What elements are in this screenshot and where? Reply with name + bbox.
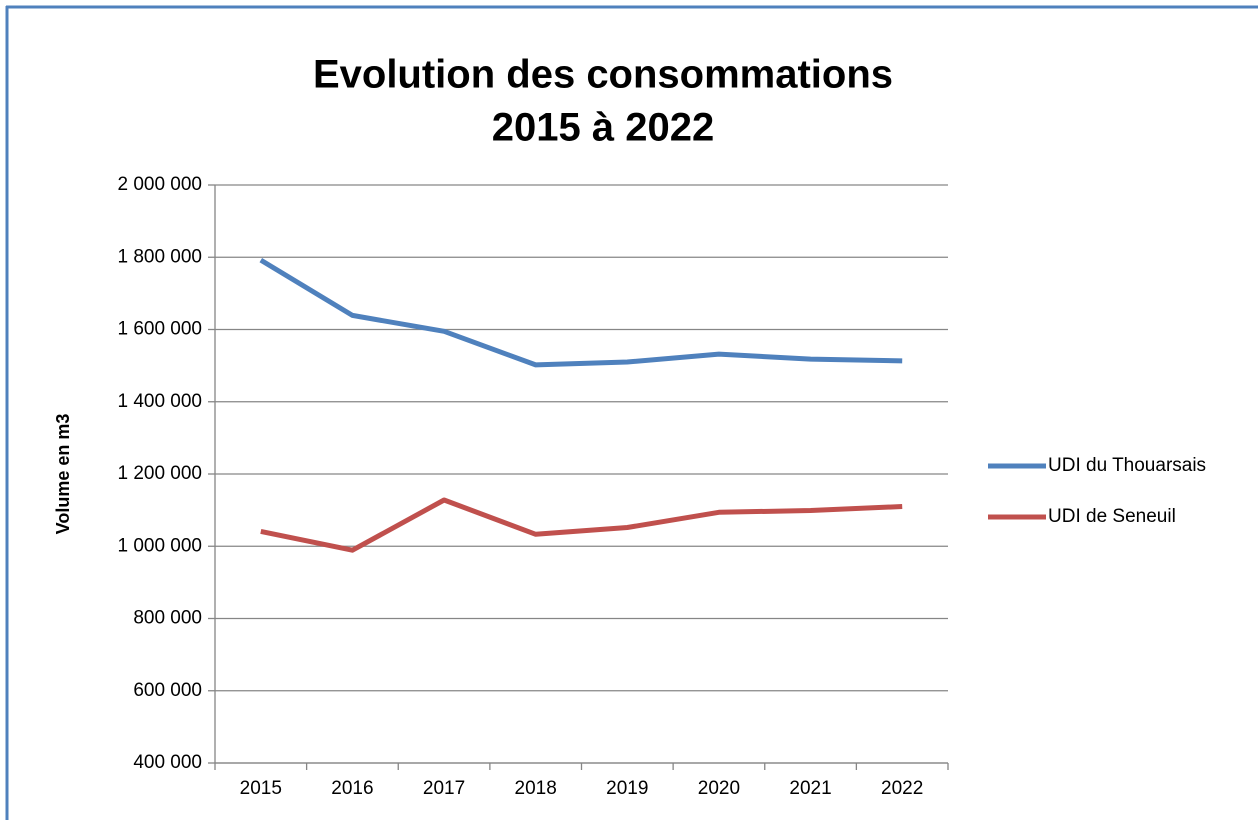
x-tick-label: 2021	[789, 778, 831, 799]
series-line	[260, 497, 903, 553]
y-tick-label: 600 000	[133, 680, 202, 701]
x-tick-label: 2022	[881, 778, 923, 799]
x-tick-label: 2016	[331, 778, 373, 799]
chart-title: Evolution des consommations	[313, 53, 893, 97]
x-tick-label: 2020	[698, 778, 740, 799]
legend-label: UDI du Thouarsais	[1048, 455, 1206, 476]
legend-label: UDI de Seneuil	[1048, 506, 1176, 527]
x-tick-label: 2018	[515, 778, 557, 799]
y-tick-label: 1 000 000	[117, 535, 202, 556]
y-tick-label: 1 800 000	[117, 246, 202, 267]
y-tick-label: 1 600 000	[117, 319, 202, 340]
series-line	[259, 257, 903, 368]
x-tick-label: 2019	[606, 778, 648, 799]
y-tick-label: 1 200 000	[117, 463, 202, 484]
y-axis-label: Volume en m3	[53, 414, 73, 535]
y-tick-label: 1 400 000	[117, 391, 202, 412]
y-tick-label: 800 000	[133, 608, 202, 629]
y-tick-label: 2 000 000	[117, 174, 202, 195]
chart-title: 2015 à 2022	[492, 106, 714, 150]
x-tick-label: 2017	[423, 778, 465, 799]
y-tick-label: 400 000	[133, 752, 202, 773]
x-tick-label: 2015	[240, 778, 282, 799]
